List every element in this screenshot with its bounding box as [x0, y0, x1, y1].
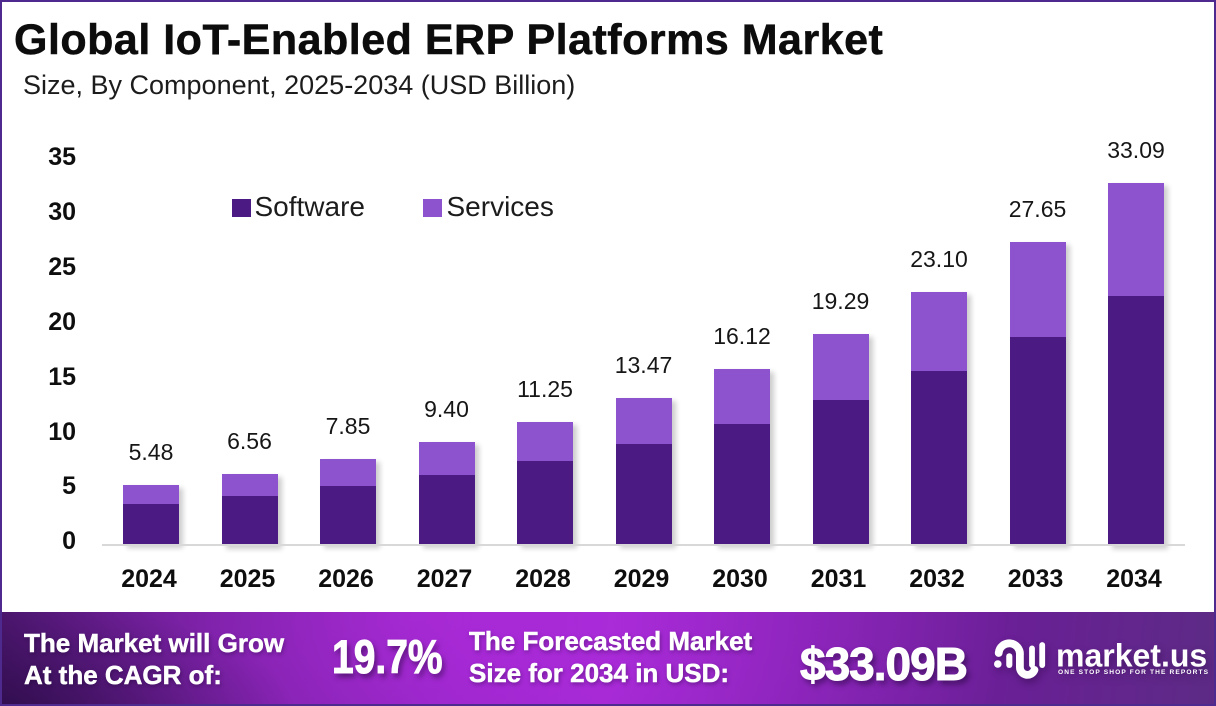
svg-text:market.us: market.us — [1056, 638, 1207, 674]
svg-text:ONE STOP SHOP FOR THE REPORTS: ONE STOP SHOP FOR THE REPORTS — [1058, 669, 1209, 676]
